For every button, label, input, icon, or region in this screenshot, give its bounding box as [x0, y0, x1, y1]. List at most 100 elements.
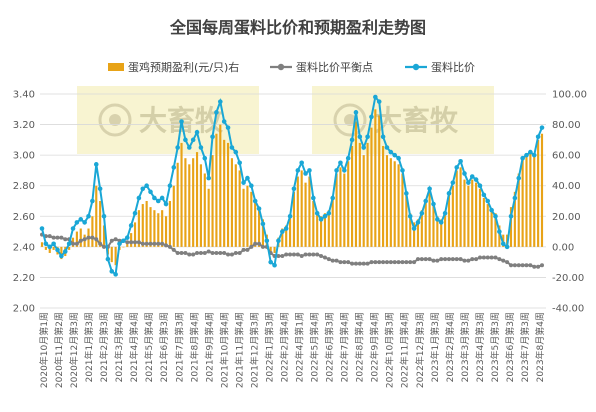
profit-bar: [203, 173, 206, 247]
breakeven-point: [148, 241, 153, 246]
breakeven-point: [202, 250, 207, 255]
x-tick-label: 2021年4月第4周: [128, 312, 140, 382]
ratio-point: [132, 210, 138, 216]
y-left-tick-label: 2.60: [13, 212, 35, 223]
profit-bar: [40, 242, 44, 247]
breakeven-point: [450, 257, 455, 262]
breakeven-point: [353, 261, 358, 266]
ratio-point: [183, 137, 188, 143]
breakeven-point: [51, 235, 56, 240]
x-tick-label: 2021年7月第3周: [173, 312, 185, 382]
ratio-point: [152, 195, 157, 201]
ratio-point: [74, 220, 80, 225]
y-right-tick-label: -20.00: [552, 273, 584, 284]
profit-bar: [296, 176, 299, 247]
ratio-point: [82, 220, 87, 225]
breakeven-point: [140, 241, 145, 246]
breakeven-point: [462, 258, 467, 263]
breakeven-point: [396, 260, 401, 265]
profit-bar: [192, 158, 195, 247]
breakeven-point: [218, 250, 223, 255]
legend-swatch-marker: [277, 63, 285, 71]
profit-bar: [494, 213, 497, 247]
profit-bar: [91, 216, 94, 247]
x-tick-label: 2022年9月第4周: [369, 312, 381, 382]
profit-bar: [319, 216, 323, 247]
breakeven-point: [98, 241, 103, 246]
x-tick-label: 2021年2月第3周: [98, 312, 110, 382]
profit-bar: [424, 201, 427, 247]
breakeven-point: [237, 250, 242, 255]
breakeven-point: [350, 261, 355, 266]
breakeven-point: [187, 252, 192, 257]
breakeven-point: [198, 250, 203, 255]
profit-bar: [339, 167, 342, 247]
breakeven-point: [86, 235, 91, 240]
ratio-point: [93, 162, 99, 167]
breakeven-point: [129, 240, 134, 245]
x-tick-label: 2023年7月第3周: [519, 312, 531, 382]
ratio-point: [55, 247, 60, 253]
y-left-tick-label: 2.40: [13, 242, 35, 253]
x-tick-label: 2023年1月第3周: [429, 312, 441, 382]
profit-bar: [420, 210, 423, 247]
breakeven-point: [94, 237, 99, 242]
breakeven-point: [206, 249, 211, 254]
profit-bar: [540, 133, 544, 247]
profit-bar: [362, 155, 365, 247]
breakeven-point: [307, 252, 312, 257]
x-tick-label: 2023年3月第3周: [459, 312, 471, 382]
y-right-tick-label: 20.00: [552, 212, 581, 223]
ratio-point: [159, 195, 165, 201]
profit-bar: [389, 158, 392, 247]
breakeven-point: [222, 250, 227, 255]
x-tick-label: 2022年8月第4周: [354, 312, 366, 382]
breakeven-point: [431, 258, 436, 263]
ratio-point: [210, 134, 215, 140]
profit-bar: [513, 191, 516, 247]
ratio-point: [400, 168, 405, 173]
profit-bar: [436, 216, 439, 247]
breakeven-point: [160, 241, 165, 246]
breakeven-point: [357, 261, 362, 266]
profit-bar: [370, 127, 373, 247]
profit-bar: [378, 115, 381, 247]
profit-bar: [176, 162, 179, 247]
y-left-tick-label: 2.80: [13, 181, 35, 192]
profit-bar: [99, 201, 102, 247]
breakeven-point: [423, 257, 428, 262]
profit-bar: [75, 231, 78, 247]
x-tick-label: 2021年12月第3周: [248, 312, 260, 388]
ratio-point: [287, 213, 293, 219]
ratio-point: [427, 186, 432, 192]
ratio-point: [415, 220, 421, 225]
ratio-point: [326, 210, 332, 216]
ratio-point: [466, 180, 471, 185]
profit-bar: [316, 213, 319, 247]
ratio-point: [380, 134, 386, 140]
ratio-point: [256, 206, 262, 211]
breakeven-point: [435, 258, 440, 263]
ratio-point: [462, 171, 467, 176]
breakeven-point: [540, 263, 544, 268]
profit-bar: [281, 228, 284, 247]
breakeven-point: [322, 255, 327, 260]
profit-bar: [137, 210, 140, 247]
ratio-point: [221, 119, 227, 124]
x-tick-label: 2022年10月第3周: [384, 312, 396, 388]
breakeven-point: [477, 255, 482, 260]
ratio-point: [283, 226, 289, 231]
breakeven-point: [516, 263, 521, 268]
profit-bar: [409, 213, 412, 247]
profit-bar: [223, 139, 226, 247]
y-right-tick-label: 0.00: [552, 242, 574, 253]
breakeven-point: [179, 250, 184, 255]
ratio-point: [128, 223, 134, 228]
ratio-point: [121, 238, 126, 244]
ratio-point: [245, 175, 250, 181]
breakeven-point: [443, 257, 448, 262]
profit-bar: [498, 225, 501, 247]
profit-bar: [199, 164, 202, 247]
breakeven-point: [377, 260, 382, 265]
profit-bar: [335, 173, 338, 247]
